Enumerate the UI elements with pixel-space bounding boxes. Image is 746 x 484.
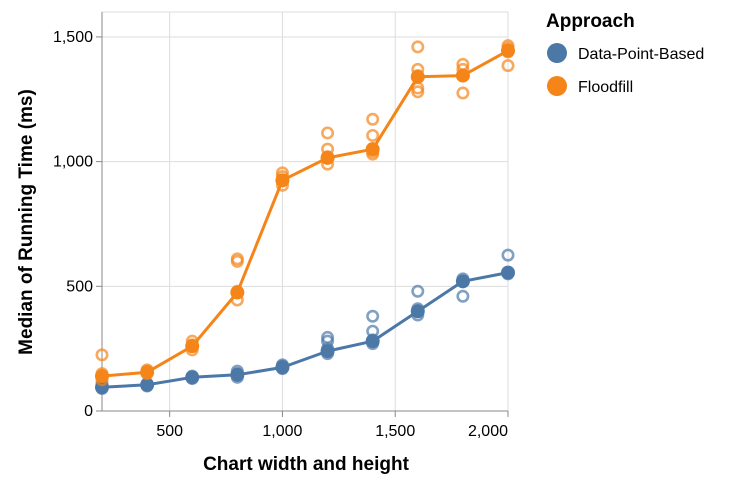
legend-symbol (547, 76, 567, 96)
median-point (501, 265, 515, 280)
grid (101, 11, 509, 412)
x-tick-label: 500 (156, 423, 183, 440)
y-axis-title: Median of Running Time (ms) (16, 89, 37, 355)
data-point (321, 126, 335, 140)
median-point (185, 370, 200, 385)
median-point (185, 339, 200, 354)
series-group (95, 248, 515, 396)
plot-frame (101, 11, 509, 412)
median-point (230, 367, 245, 382)
data-point (366, 309, 380, 323)
x-axis-title: Chart width and height (203, 454, 409, 475)
series-line (101, 271, 509, 389)
median-point (230, 285, 245, 300)
legend: Approach Data-Point-Based Floodfill (546, 11, 704, 96)
median-point (410, 69, 425, 84)
median-point (365, 142, 380, 157)
data-point (95, 348, 109, 362)
data-point (456, 289, 470, 303)
series-layer (95, 39, 515, 396)
data-point (501, 248, 515, 262)
data-point (321, 330, 335, 344)
median-point (320, 344, 335, 359)
data-point (366, 128, 380, 142)
x-tick-label: 1,500 (375, 423, 415, 440)
median-point (410, 304, 425, 319)
data-point (411, 40, 425, 54)
median-point (455, 274, 470, 289)
y-tick-label: 1,500 (53, 29, 93, 46)
data-point (230, 252, 244, 266)
y-tick-label: 500 (66, 278, 93, 295)
median-point (320, 150, 335, 165)
x-tick-label: 1,000 (262, 423, 302, 440)
median-point (140, 365, 155, 380)
median-point (140, 377, 155, 392)
median-point (501, 43, 515, 58)
median-point (95, 369, 109, 384)
y-tick-label: 1,000 (53, 154, 93, 171)
data-point (411, 284, 425, 298)
x-axis: 500 1,000 1,500 2,000 (102, 410, 509, 440)
median-point (275, 173, 290, 188)
x-tick-label: 2,000 (468, 423, 508, 440)
legend-label: Floodfill (578, 79, 633, 96)
data-point (456, 86, 470, 100)
legend-symbol (547, 43, 567, 63)
series-group (95, 39, 515, 387)
median-point (455, 68, 470, 83)
legend-title: Approach (546, 11, 635, 32)
median-point (365, 334, 380, 349)
median-point (275, 360, 290, 375)
series-line (101, 49, 509, 378)
data-point (501, 59, 515, 73)
y-axis: 0 500 1,000 1,500 (53, 12, 103, 420)
data-point (366, 112, 380, 126)
y-tick-label: 0 (84, 403, 93, 420)
legend-label: Data-Point-Based (578, 46, 704, 63)
